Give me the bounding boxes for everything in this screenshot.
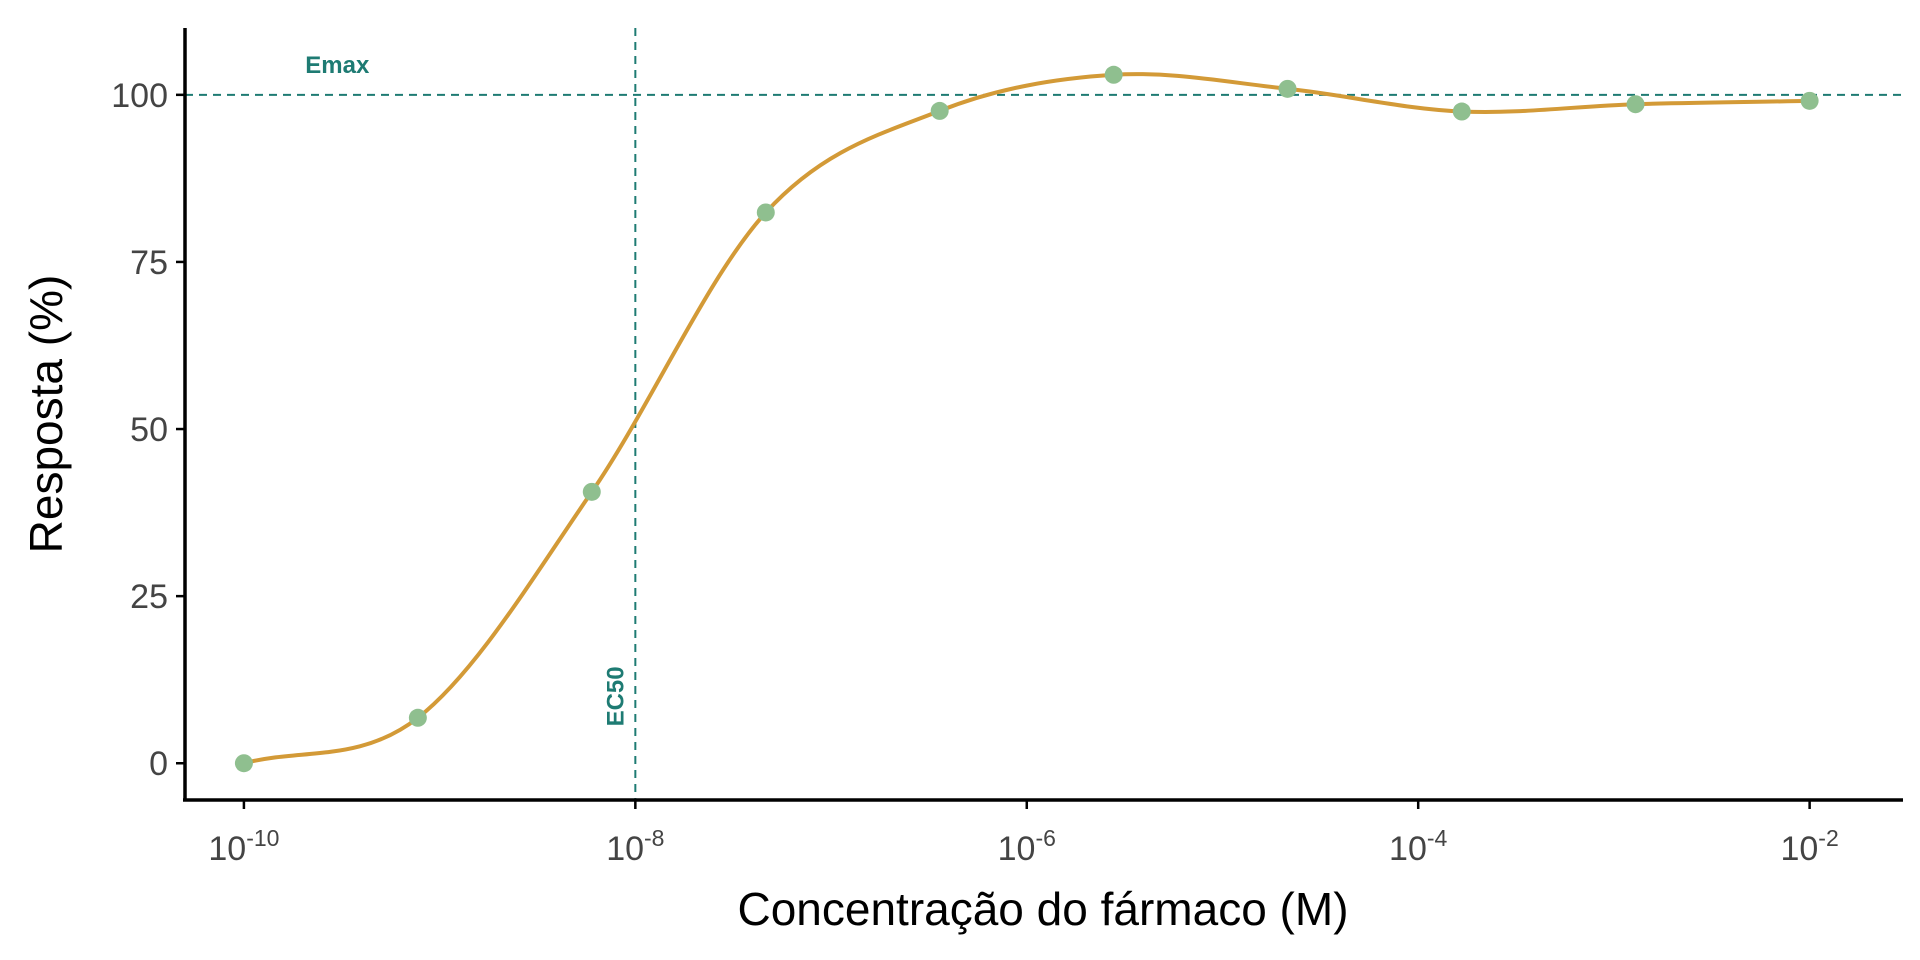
- data-point-8: [1452, 102, 1471, 121]
- y-tick-label: 50: [130, 411, 168, 449]
- data-point-6: [1104, 65, 1123, 84]
- x-tick-label: 10-4: [1389, 825, 1447, 868]
- data-point-7: [1278, 79, 1297, 98]
- data-point-3: [582, 482, 601, 501]
- y-tick-label: 0: [149, 745, 168, 783]
- curve-layer: [243, 72, 1810, 766]
- data-point-10: [1800, 91, 1819, 110]
- y-axis-title: Resposta (%): [20, 275, 72, 554]
- data-point-9: [1626, 95, 1645, 114]
- data-point-5: [930, 101, 949, 120]
- reference-lines-layer: Emax EC50: [185, 28, 1903, 800]
- ticks-layer: 0 25 50 75 100 10-10 10-8 10-6 10-4 10-2: [111, 77, 1838, 868]
- x-tick-label: 10-6: [998, 825, 1056, 868]
- y-tick-label: 25: [130, 578, 168, 616]
- data-point-2: [408, 708, 427, 727]
- axes-layer: [183, 28, 1903, 802]
- x-tick-label: 10-8: [606, 825, 664, 868]
- x-tick-label: 10-10: [208, 825, 279, 868]
- data-point-1: [234, 754, 253, 773]
- points-layer: [234, 65, 1819, 773]
- x-tick-label: 10-2: [1780, 825, 1838, 868]
- x-axis-title: Concentração do fármaco (M): [737, 883, 1348, 935]
- fit-curve: [243, 72, 1810, 766]
- ec50-label: EC50: [602, 666, 629, 726]
- data-point-4: [756, 203, 775, 222]
- y-tick-label: 100: [111, 77, 168, 115]
- emax-label: Emax: [305, 52, 370, 79]
- y-tick-label: 75: [130, 244, 168, 282]
